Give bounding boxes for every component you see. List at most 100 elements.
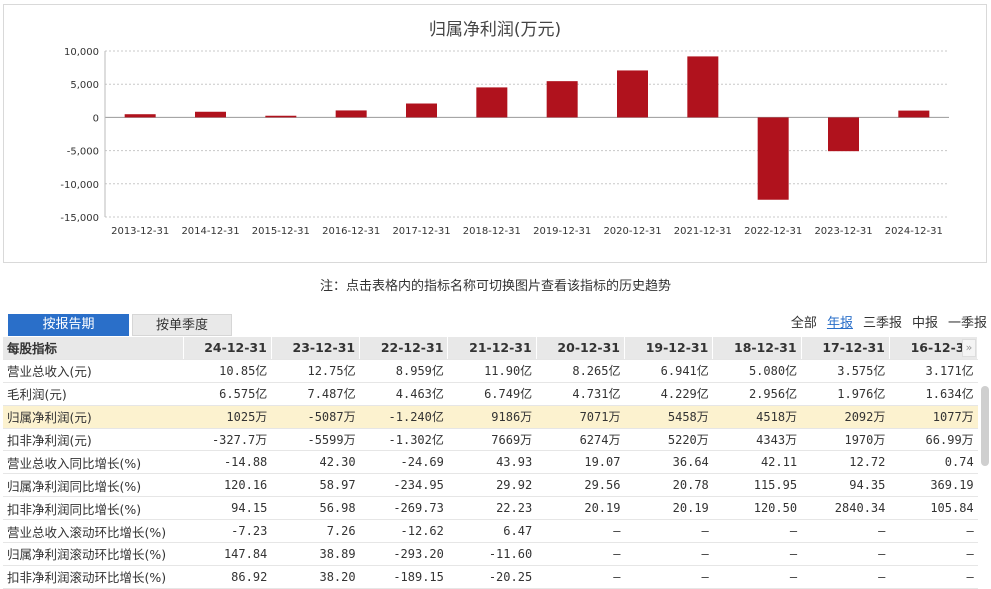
- table-cell: —: [624, 519, 713, 544]
- row-label[interactable]: 营业总收入滚动环比增长(%): [3, 519, 183, 544]
- y-tick-label: 0: [93, 113, 99, 124]
- x-tick-label: 2024-12-31: [885, 226, 943, 237]
- bar-2018-12-31[interactable]: [476, 87, 508, 118]
- bar-2016-12-31[interactable]: [335, 110, 367, 118]
- x-tick-label: 2017-12-31: [392, 226, 450, 237]
- table-cell: -293.20: [359, 542, 448, 566]
- bar-2023-12-31[interactable]: [828, 117, 859, 152]
- row-label[interactable]: 营业总收入(元): [3, 359, 183, 383]
- table-cell: 120.16: [183, 473, 272, 498]
- table-cell: —: [801, 542, 890, 566]
- filter-q3[interactable]: 三季报: [862, 316, 902, 331]
- table-cell: —: [889, 519, 978, 544]
- filter-q1[interactable]: 一季报: [947, 316, 987, 331]
- table-row: 归属净利润同比增长(%) 120.16 58.97 -234.95 29.92 29.56…: [3, 473, 978, 498]
- table-cell: 7071万: [536, 405, 625, 429]
- column-header: 24-12-31: [183, 337, 272, 360]
- row-label[interactable]: 营业总收入同比增长(%): [3, 450, 183, 475]
- row-label[interactable]: 归属净利润同比增长(%): [3, 473, 183, 498]
- table-cell: —: [889, 542, 978, 566]
- table-cell: —: [536, 542, 625, 566]
- bar-2017-12-31[interactable]: [406, 103, 437, 118]
- x-tick-label: 2019-12-31: [533, 226, 591, 237]
- bar-2024-12-31[interactable]: [898, 110, 930, 118]
- row-label[interactable]: 扣非净利润滚动环比增长(%): [3, 565, 183, 589]
- y-tick-label: -10,000: [60, 180, 99, 191]
- table-cell: -1.302亿: [359, 428, 448, 452]
- y-tick-label: 10,000: [64, 47, 99, 58]
- table-row: 归属净利润(元) 1025万 -5087万 -1.240亿 9186万 7071万 5458…: [3, 405, 978, 429]
- column-header-label: 每股指标: [3, 337, 184, 360]
- table-cell: 115.95: [712, 473, 802, 498]
- table-cell: -12.62: [359, 519, 448, 544]
- y-tick-label: -5,000: [67, 147, 99, 158]
- table-cell: 58.97: [271, 473, 360, 498]
- table-cell: —: [889, 565, 978, 589]
- table-cell: 5458万: [624, 405, 713, 429]
- tab-by-single-quarter[interactable]: 按单季度: [132, 314, 232, 336]
- filter-annual[interactable]: 年报: [826, 316, 853, 331]
- table-cell: 29.92: [447, 473, 537, 498]
- table-row: 营业总收入(元) 10.85亿 12.75亿 8.959亿 11.90亿 8.265亿 6.…: [3, 359, 978, 383]
- table-cell: 8.959亿: [359, 359, 448, 383]
- x-tick-label: 2022-12-31: [744, 226, 802, 237]
- bar-2020-12-31[interactable]: [617, 70, 648, 118]
- table-cell: 43.93: [447, 450, 537, 475]
- table-row: 扣非净利润同比增长(%) 94.15 56.98 -269.73 22.23 20.19 2…: [3, 496, 978, 521]
- column-header: 17-12-31: [801, 337, 890, 360]
- period-filter: 全部 年报 三季报 中报 一季报: [791, 312, 987, 331]
- bar-2021-12-31[interactable]: [687, 56, 719, 118]
- row-label[interactable]: 扣非净利润同比增长(%): [3, 496, 183, 521]
- table-cell: —: [536, 519, 625, 544]
- table-cell: -24.69: [359, 450, 448, 475]
- table-cell: -5087万: [271, 405, 360, 429]
- table-cell: 2.956亿: [712, 382, 802, 406]
- chart-title: 归属净利润(万元): [428, 20, 562, 40]
- tab-by-report-period[interactable]: 按报告期: [8, 314, 129, 336]
- table-cell: —: [624, 565, 713, 589]
- scroll-right-icon[interactable]: »: [962, 339, 976, 357]
- table-cell: 42.11: [712, 450, 802, 475]
- table-row: 毛利润(元) 6.575亿 7.487亿 4.463亿 6.749亿 4.731亿 4.22…: [3, 382, 978, 406]
- row-label[interactable]: 毛利润(元): [3, 382, 183, 406]
- table-cell: 1077万: [889, 405, 978, 429]
- filter-all[interactable]: 全部: [790, 316, 817, 331]
- table-row: 归属净利润滚动环比增长(%) 147.84 38.89 -293.20 -11.60— —…: [3, 542, 978, 566]
- y-tick-label: 5,000: [70, 80, 99, 91]
- table-row: 营业总收入滚动环比增长(%) -7.23 7.26 -12.62 6.47— — — — —: [3, 519, 978, 544]
- table-cell: 11.90亿: [447, 359, 537, 383]
- row-label[interactable]: 扣非净利润(元): [3, 428, 183, 452]
- vertical-scrollbar[interactable]: [981, 386, 989, 466]
- bar-2019-12-31[interactable]: [546, 81, 578, 118]
- table-cell: 29.56: [536, 473, 625, 498]
- table-cell: —: [801, 565, 890, 589]
- x-tick-label: 2023-12-31: [814, 226, 872, 237]
- bar-2013-12-31[interactable]: [124, 114, 156, 118]
- table-cell: -327.7万: [183, 428, 272, 452]
- table-cell: 2092万: [801, 405, 890, 429]
- bar-2022-12-31[interactable]: [757, 117, 789, 200]
- bar-2015-12-31[interactable]: [265, 115, 297, 118]
- table-cell: —: [712, 519, 802, 544]
- table-cell: 6274万: [536, 428, 625, 452]
- x-tick-label: 2013-12-31: [111, 226, 169, 237]
- chart-panel: 归属净利润(万元) 10,000 5,000 0 -5,000 -10,000 -15,0…: [3, 4, 987, 263]
- column-header: 22-12-31: [359, 337, 449, 360]
- table-cell: 42.30: [271, 450, 360, 475]
- table-cell: 1.634亿: [889, 382, 978, 406]
- table-cell: -14.88: [183, 450, 272, 475]
- table-cell: 38.89: [271, 542, 360, 566]
- table-cell: 22.23: [447, 496, 537, 521]
- table-cell: 66.99万: [889, 428, 978, 452]
- table-cell: 105.84: [889, 496, 978, 521]
- table-row: 扣非净利润滚动环比增长(%) 86.92 38.20 -189.15 -20.25— — —…: [3, 565, 978, 589]
- row-label[interactable]: 归属净利润滚动环比增长(%): [3, 542, 183, 566]
- table-cell: 4518万: [712, 405, 802, 429]
- row-label[interactable]: 归属净利润(元): [3, 405, 183, 429]
- filter-mid[interactable]: 中报: [911, 316, 938, 331]
- bar-2014-12-31[interactable]: [195, 111, 226, 118]
- table-cell: 56.98: [271, 496, 360, 521]
- table-cell: -11.60: [447, 542, 537, 566]
- table-cell: —: [801, 519, 890, 544]
- table-cell: 38.20: [271, 565, 360, 589]
